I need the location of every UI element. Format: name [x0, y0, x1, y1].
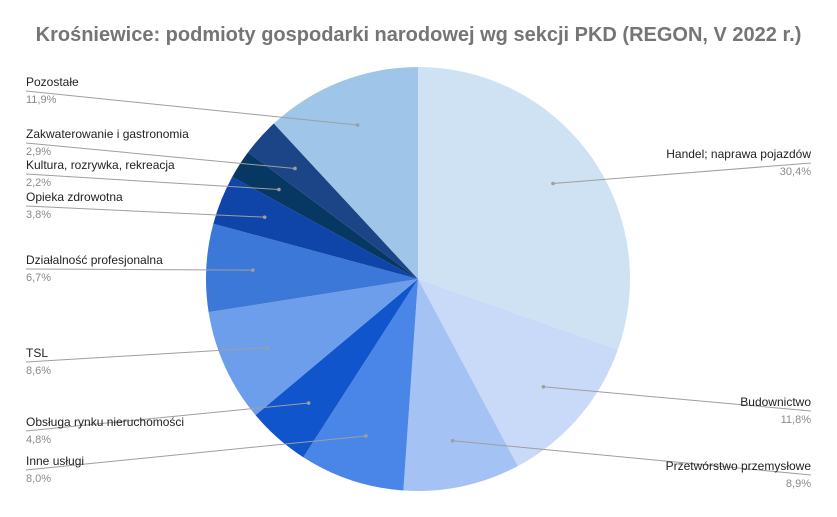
slice-label: Kultura, rozrywka, rekreacja	[26, 158, 175, 172]
slice-value-label: 30,4%	[780, 166, 811, 178]
pie-slice	[213, 176, 418, 279]
pie-slice	[403, 279, 518, 491]
leader-line	[25, 205, 265, 218]
leader-dot	[251, 268, 255, 272]
slice-value-label: 3,8%	[26, 209, 51, 221]
slice-label: Obsługa rynku nieruchomości	[26, 415, 184, 429]
slice-value-label: 2,9%	[26, 146, 51, 158]
leader-dot	[265, 345, 270, 350]
slice-label: Zakwaterowanie i gastronomia	[26, 127, 189, 141]
leader-line	[552, 162, 812, 184]
pie-slice	[206, 223, 418, 313]
slice-value-label: 8,6%	[26, 365, 51, 377]
pie-slice	[303, 279, 418, 491]
leader-dot	[293, 166, 297, 171]
leader-line	[25, 173, 279, 191]
leader-dot	[306, 401, 311, 405]
slice-label: Opieka zdrowotna	[26, 190, 123, 204]
slice-value-label: 11,9%	[26, 94, 57, 106]
pie-slice	[418, 67, 630, 350]
leader-dot	[551, 181, 555, 186]
slice-label: Handel; naprawa pojazdów	[666, 147, 811, 161]
slice-value-label: 8,0%	[26, 473, 51, 485]
slice-value-label: 11,8%	[781, 414, 812, 426]
leader-line	[25, 142, 296, 169]
slice-label: Działalność profesjonalna	[26, 253, 163, 267]
pie-labels: Handel; naprawa pojazdów 30,4% Budownictwo…	[25, 75, 812, 490]
leader-line	[25, 90, 358, 126]
pie-slice	[255, 279, 418, 458]
slice-label: Budownictwo	[740, 395, 811, 409]
leader-line	[25, 347, 268, 363]
pie-slice	[418, 279, 618, 467]
leader-dot	[355, 123, 360, 127]
pie-slice	[248, 123, 418, 279]
slice-value-label: 6,7%	[26, 272, 51, 284]
leader-line	[543, 386, 812, 412]
chart-title: Krośniewice: podmioty gospodarki narodow…	[35, 24, 802, 46]
pie-slice	[232, 152, 418, 279]
slice-label: TSL	[26, 346, 48, 360]
slice-value-label: 8,9%	[786, 478, 811, 490]
leader-dot	[277, 187, 281, 192]
slice-label: Inne usługi	[26, 454, 84, 468]
slice-value-label: 4,8%	[26, 434, 51, 446]
leader-dot	[541, 384, 546, 389]
pie-slices	[206, 67, 630, 491]
pie-slice	[208, 279, 418, 416]
leader-dot	[450, 438, 455, 443]
leader-line	[25, 435, 366, 471]
leader-dot	[364, 434, 368, 438]
leader-line	[25, 402, 309, 432]
leader-dot	[262, 215, 267, 219]
slice-label: Przetwórstwo przemysłowe	[666, 459, 812, 473]
slice-value-label: 2,2%	[26, 177, 51, 189]
leader-line	[452, 440, 812, 476]
leader-line	[25, 268, 253, 271]
slice-label: Pozostałe	[26, 75, 79, 89]
